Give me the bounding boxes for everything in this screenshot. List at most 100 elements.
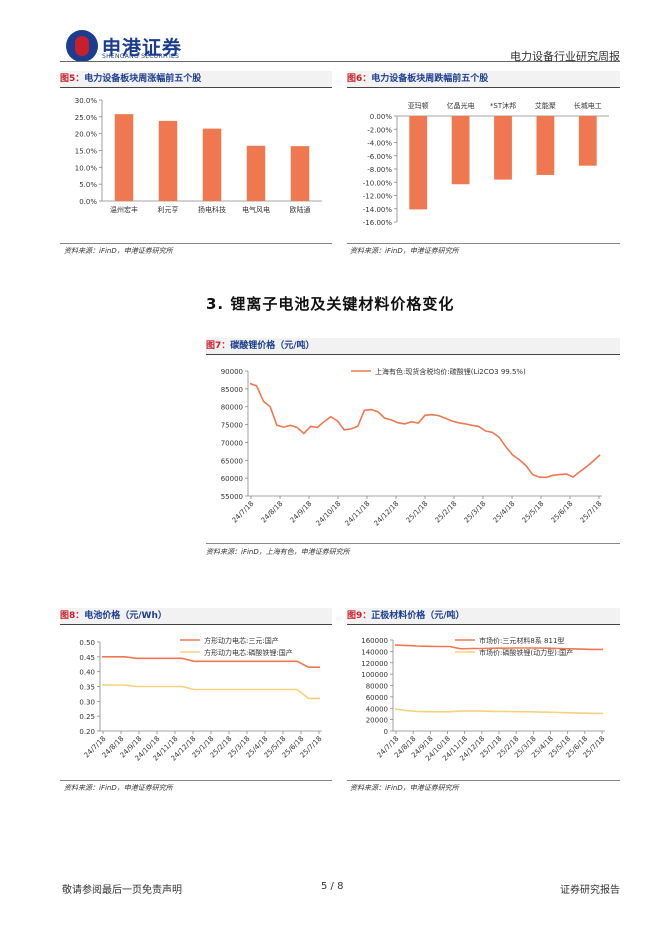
section-heading: 3. 锂离子电池及关键材料价格变化 — [206, 295, 455, 313]
page-number: 5 / 8 — [321, 881, 344, 892]
fig9-source: 资料来源：iFinD，申港证券研究所 — [350, 784, 459, 792]
fig9-chart: 0 20000 40000 60000 80000 100000 120000 140000 1… — [361, 636, 606, 763]
fig7-ytick-label: 80000 — [221, 404, 243, 412]
fig7-ytick-label: 55000 — [221, 493, 243, 501]
fig6-chart: -16.00% -14.00% -12.00% -10.00% -8.00% -6.00%… — [363, 101, 609, 227]
fig5-category-label: 欧陆通 — [290, 205, 311, 214]
fig6-title: 图6：电力设备板块周跌幅前五个股 — [347, 71, 620, 88]
fig6-category-label: 亚玛顿 — [408, 101, 429, 110]
fig7-xtick-label: 24/8/18 — [260, 500, 285, 525]
fig7-title: 图7：碳酸锂价格（元/吨） — [206, 338, 620, 355]
company-logo — [66, 30, 98, 62]
fig5-category-label: 扬电科技 — [198, 205, 226, 214]
fig9-series-line — [394, 644, 603, 651]
fig7-xtick-label: 25/2/18 — [434, 500, 459, 525]
fig6-category-label: 长城电工 — [574, 101, 602, 110]
fig8-ytick-label: 0.20 — [79, 728, 95, 736]
fig8-source: 资料来源：iFinD，申港证券研究所 — [64, 784, 173, 792]
fig8-series-line — [102, 655, 320, 669]
fig7-xtick-label: 25/6/18 — [550, 500, 575, 525]
fig7-xtick-label: 25/1/18 — [405, 500, 430, 525]
fig5-ytick-label: 25.0% — [75, 114, 98, 122]
fig9-ytick-label: 60000 — [366, 694, 388, 702]
fig9-legend-label: 市场价:三元材料8系 811型 — [479, 636, 564, 645]
footer-disclaimer: 敬请参阅最后一页免责声明 — [62, 885, 182, 896]
fig5-ytick-label: 0.0% — [79, 198, 97, 206]
fig7-legend-label: 上海有色:现货含税均价:碳酸锂(Li2CO3 99.5%) — [375, 367, 526, 376]
fig6-bar — [536, 116, 555, 175]
fig6-bar — [409, 116, 428, 210]
fig7-chart: 55000 60000 65000 70000 75000 80000 85000 90000… — [221, 367, 604, 528]
fig5-bar — [290, 146, 310, 201]
header-divider — [60, 61, 620, 62]
fig6-ytick-label: -14.00% — [363, 206, 393, 214]
fig5-title: 图5：电力设备板块周涨幅前五个股 — [60, 71, 332, 88]
fig7-xtick-label: 24/12/18 — [373, 500, 401, 528]
fig5-category-label: 电气风电 — [242, 205, 270, 214]
fig8-ytick-label: 0.40 — [79, 669, 95, 677]
fig5-chart: 0.0% 5.0% 10.0% 15.0% 20.0% 25.0% 30.0% 温州宏丰 利元亨… — [75, 97, 322, 214]
fig5-category-label: 温州宏丰 — [110, 205, 138, 214]
fig6-ytick-label: -8.00% — [367, 166, 392, 174]
fig5-ytick-label: 30.0% — [75, 97, 98, 105]
fig8-ytick-label: 0.25 — [79, 713, 95, 721]
fig9-ytick-label: 80000 — [366, 683, 388, 691]
fig9-ytick-label: 20000 — [366, 717, 388, 725]
fig7-xtick-label: 25/5/18 — [521, 500, 546, 525]
fig5-ytick-label: 10.0% — [75, 164, 98, 172]
fig8-ytick-label: 0.35 — [79, 684, 95, 692]
fig6-bar — [494, 116, 512, 180]
fig7-ytick-label: 60000 — [221, 475, 243, 483]
fig7-ytick-label: 90000 — [221, 368, 243, 376]
fig6-ytick-label: -10.00% — [363, 179, 393, 187]
fig9-series-line — [394, 708, 603, 715]
fig7-xtick-label: 25/3/18 — [463, 500, 488, 525]
fig9-ytick-label: 0 — [384, 728, 388, 736]
fig8-legend-label: 方形动力电芯:三元:国产 — [204, 636, 279, 645]
fig6-ytick-label: -4.00% — [367, 140, 392, 148]
fig5-ytick-label: 15.0% — [75, 148, 98, 156]
fig7-xtick-label: 24/7/18 — [231, 500, 256, 525]
fig5-bar — [202, 128, 222, 201]
fig5-bar — [246, 145, 266, 201]
fig7-xtick-label: 24/9/18 — [289, 500, 314, 525]
fig9-ytick-label: 120000 — [361, 660, 388, 668]
logo-subtext: SHENGANG SECURITIES — [102, 53, 180, 60]
fig6-ytick-label: -16.00% — [363, 219, 393, 227]
fig7-xtick-label: 24/11/18 — [344, 500, 372, 528]
fig6-ytick-label: 0.00% — [370, 113, 393, 121]
fig7-ytick-label: 75000 — [221, 422, 243, 430]
fig5-bar — [114, 114, 134, 201]
report-type: 电力设备行业研究周报 — [510, 50, 620, 63]
footer-report: 证券研究报告 — [560, 885, 620, 896]
fig8-legend-label: 方形动力电芯:磷酸铁锂:国产 — [204, 648, 293, 657]
fig6-category-label: *ST沐邦 — [490, 101, 516, 110]
fig6-category-label: 艾能聚 — [535, 101, 556, 110]
fig6-bar — [451, 116, 470, 185]
fig7-ytick-label: 85000 — [221, 386, 243, 394]
fig7-source: 资料来源：iFinD，上海有色，申港证券研究所 — [206, 548, 350, 556]
fig9-legend-label: 市场价:磷酸铁锂(动力型):国产 — [479, 648, 573, 657]
fig9-ytick-label: 160000 — [361, 637, 388, 645]
fig6-ytick-label: -2.00% — [367, 126, 392, 134]
fig9-ytick-label: 40000 — [366, 705, 388, 713]
fig6-ytick-label: -6.00% — [367, 153, 392, 161]
fig8-ytick-label: 0.30 — [79, 698, 95, 706]
fig8-title: 图8：电池价格（元/Wh） — [60, 608, 332, 625]
fig7-ytick-label: 65000 — [221, 457, 243, 465]
fig5-source: 资料来源：iFinD，申港证券研究所 — [64, 247, 173, 255]
fig8-series-line — [102, 684, 320, 700]
logo-text: 申港证券 — [102, 37, 183, 59]
fig5-bar — [158, 120, 178, 201]
fig5-ytick-label: 20.0% — [75, 131, 98, 139]
fig7-ytick-label: 70000 — [221, 439, 243, 447]
fig8-ytick-label: 0.50 — [79, 639, 95, 647]
fig5-category-label: 利元亨 — [158, 205, 179, 214]
fig8-ytick-label: 0.45 — [79, 654, 95, 662]
fig6-category-label: 亿晶光电 — [447, 101, 475, 110]
fig9-ytick-label: 140000 — [361, 648, 388, 656]
fig7-xtick-label: 25/4/18 — [492, 500, 517, 525]
fig7-xtick-label: 24/10/18 — [315, 500, 343, 528]
fig6-ytick-label: -12.00% — [363, 193, 393, 201]
fig7-xtick-label: 25/7/18 — [579, 500, 604, 525]
